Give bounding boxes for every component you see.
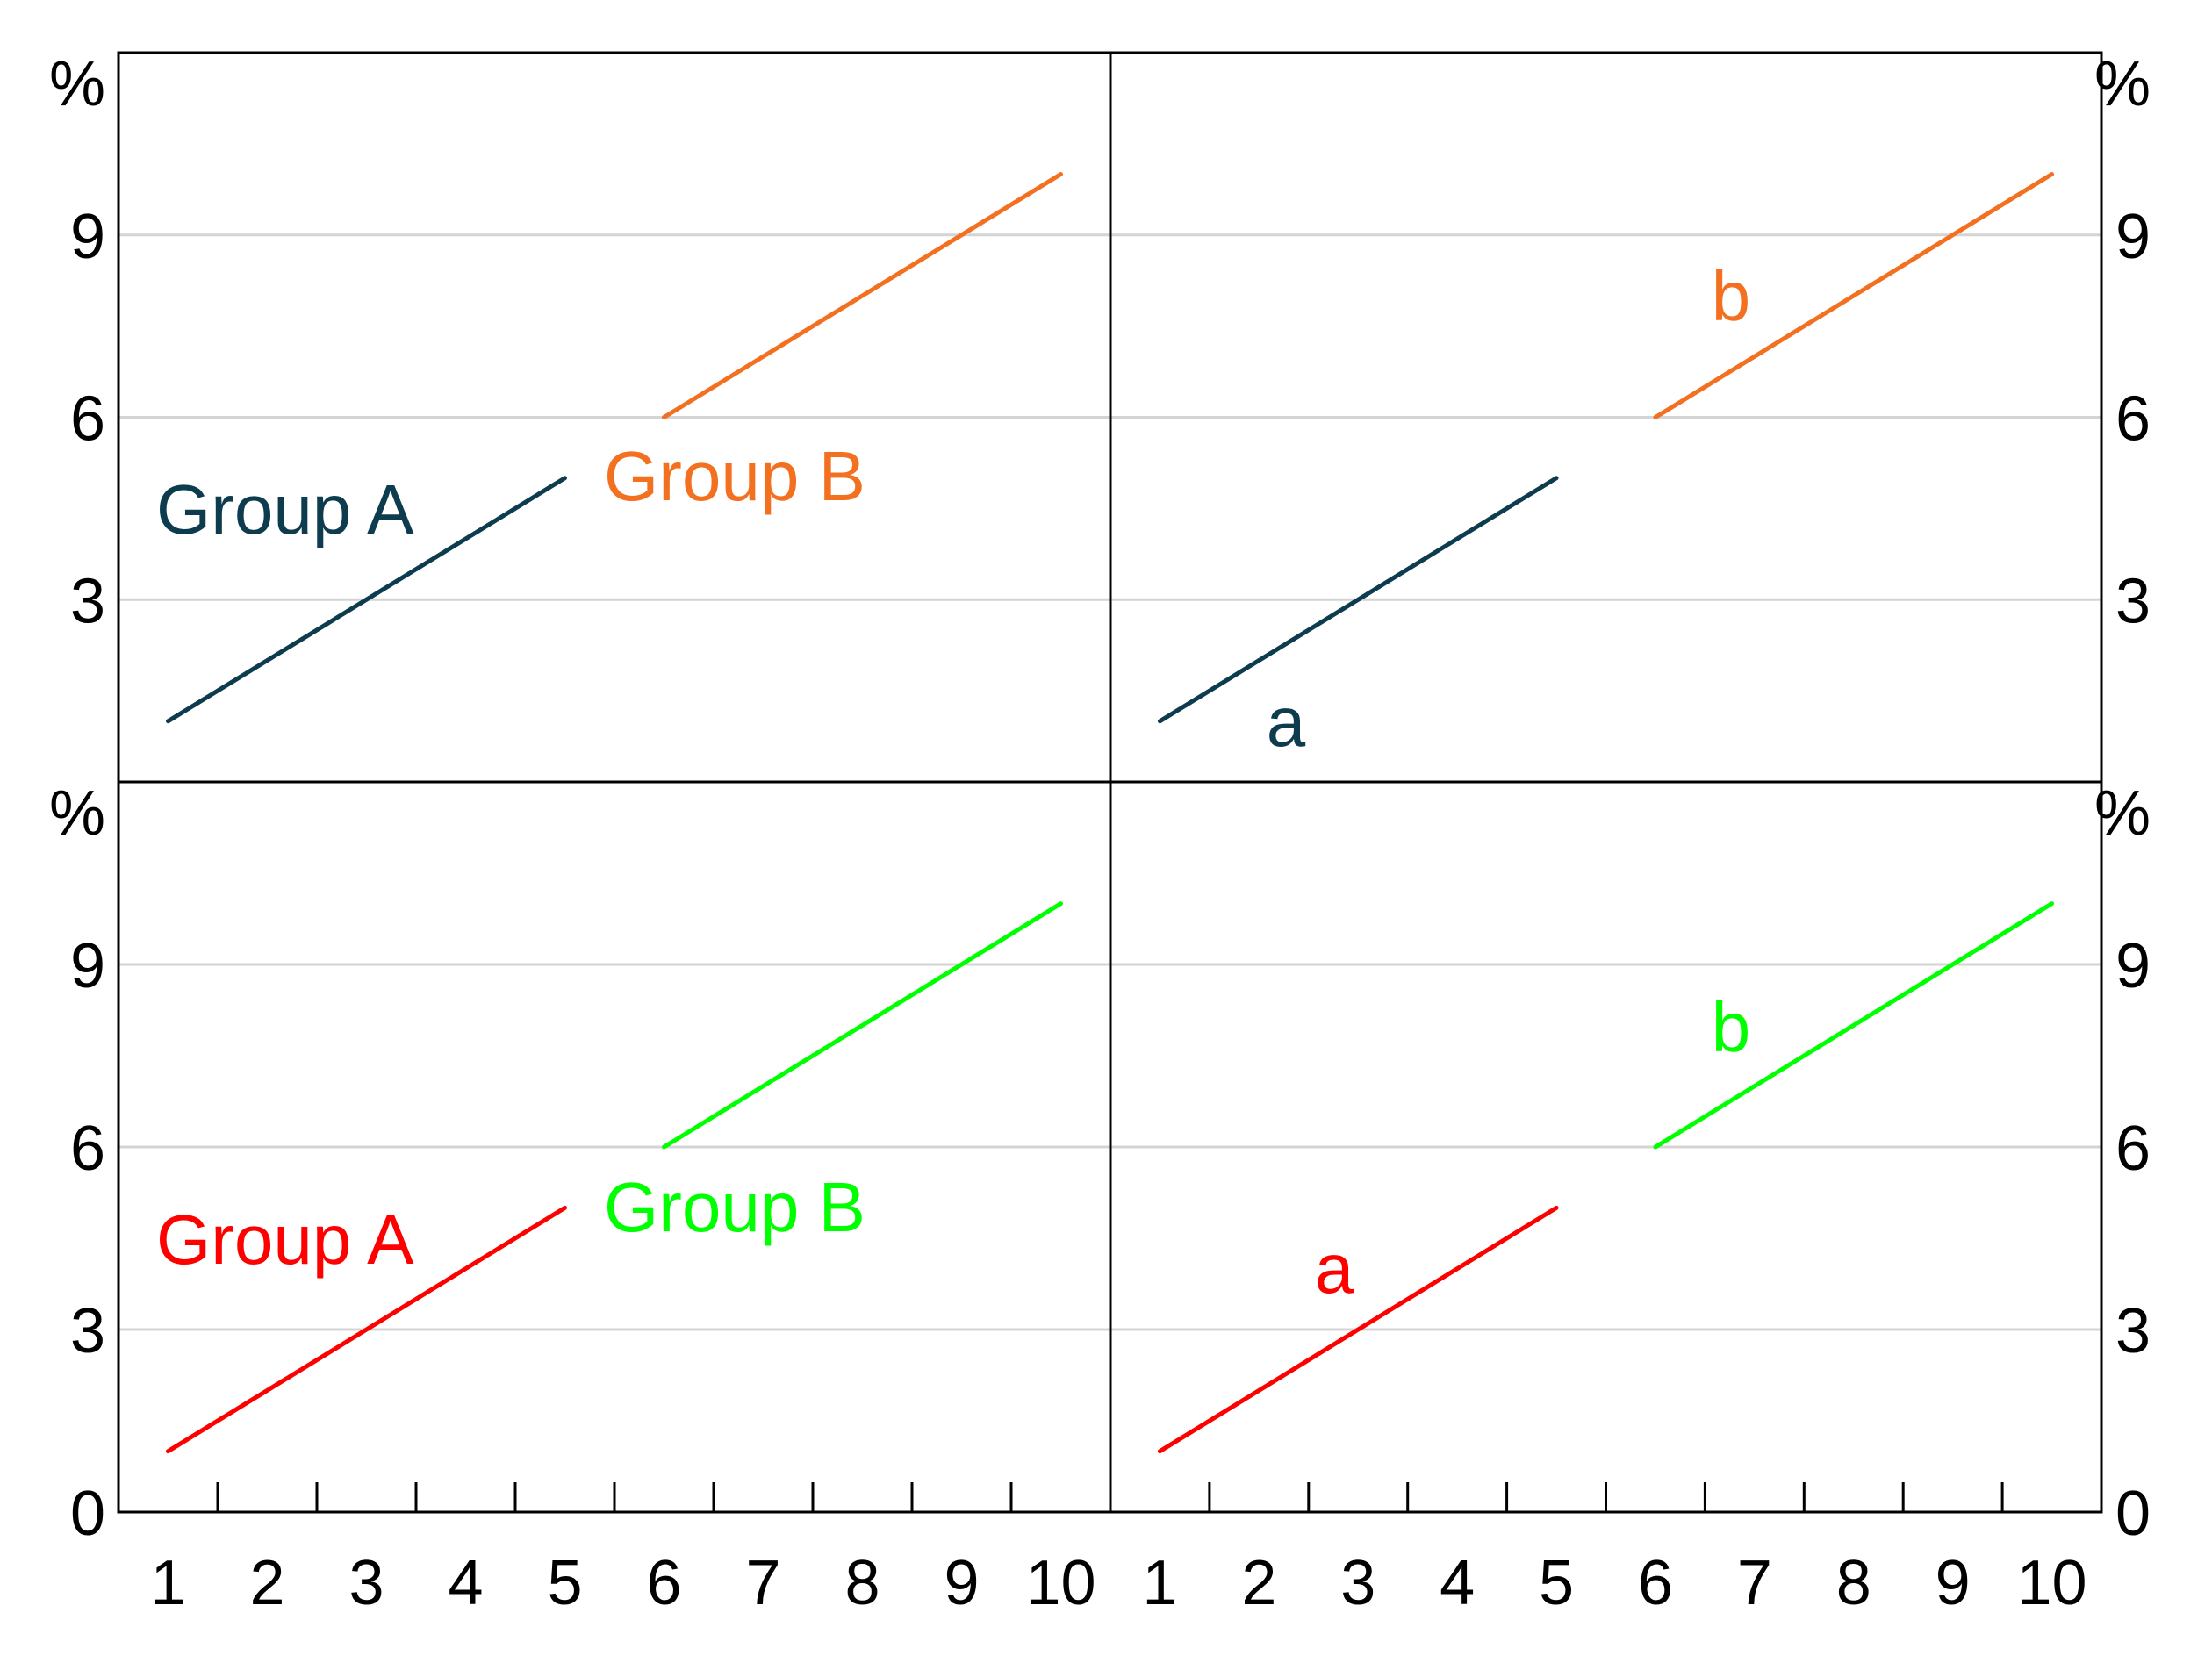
y-tick-label-top-left-9: 9	[70, 202, 105, 272]
x-tick-label-bottom-right-2: 2	[1241, 1548, 1276, 1618]
frame-layer	[117, 51, 2103, 1514]
series-line-top-left-b	[662, 172, 1063, 419]
series-label-top-left-b: Group B	[604, 437, 865, 515]
y-tick-label-top-left-3: 3	[70, 566, 105, 636]
x-tick-label-bottom-right-3: 3	[1340, 1548, 1375, 1618]
x-tick-label-bottom-right-9: 9	[1936, 1548, 1971, 1618]
x-tick-label-bottom-left-8: 8	[844, 1548, 880, 1618]
x-tick-label-bottom-right-8: 8	[1836, 1548, 1871, 1618]
y-tick-label-top-right-6: 6	[2115, 384, 2151, 455]
unit-label-top-left: %	[49, 49, 105, 119]
y-tick-label-bottom-left-6: 6	[70, 1114, 105, 1184]
y-tick-label-bottom-left-0: 0	[70, 1479, 105, 1549]
series-label-bottom-right-b: b	[1712, 988, 1751, 1066]
x-tick-label-bottom-right-4: 4	[1440, 1548, 1475, 1618]
y-tick-label-top-left-6: 6	[70, 384, 105, 455]
series-label-bottom-left-a: Group A	[156, 1201, 414, 1279]
x-tick-label-bottom-right-7: 7	[1737, 1548, 1772, 1618]
x-tick-label-bottom-left-3: 3	[348, 1548, 384, 1618]
series-line-bottom-right-b	[1653, 901, 2055, 1150]
x-tick-label-bottom-left-6: 6	[646, 1548, 681, 1618]
series-label-top-left-a: Group A	[156, 470, 414, 548]
series-line-bottom-right-a	[1157, 1205, 1559, 1454]
series-line-top-left-a	[166, 476, 567, 724]
x-tick-label-bottom-left-2: 2	[249, 1548, 284, 1618]
x-tick-label-bottom-right-1: 1	[1142, 1548, 1177, 1618]
y-tick-label-bottom-right-3: 3	[2115, 1296, 2151, 1366]
y-tick-label-bottom-right-0: 0	[2115, 1479, 2151, 1549]
x-tick-label-bottom-left-9: 9	[944, 1548, 979, 1618]
unit-label-top-right: %	[2094, 49, 2151, 119]
unit-label-bottom-right: %	[2094, 778, 2151, 849]
series-line-top-right-a	[1157, 476, 1559, 724]
y-tick-label-top-right-3: 3	[2115, 566, 2151, 636]
unit-label-bottom-left: %	[49, 778, 105, 849]
y-tick-label-top-right-9: 9	[2115, 202, 2151, 272]
y-tick-label-bottom-right-9: 9	[2115, 931, 2151, 1001]
series-label-top-right-b: b	[1712, 257, 1751, 335]
y-tick-label-bottom-right-6: 6	[2115, 1114, 2151, 1184]
y-tick-label-bottom-left-3: 3	[70, 1296, 105, 1366]
series-label-top-right-a: a	[1267, 683, 1306, 761]
series-label-bottom-left-b: Group B	[604, 1168, 865, 1246]
x-tick-label-bottom-left-10: 10	[1025, 1548, 1095, 1618]
series-label-bottom-right-a: a	[1315, 1229, 1354, 1308]
x-tick-label-bottom-right-10: 10	[2017, 1548, 2087, 1618]
x-tick-label-bottom-right-5: 5	[1539, 1548, 1574, 1618]
x-tick-label-bottom-right-6: 6	[1638, 1548, 1673, 1618]
x-tick-label-bottom-left-7: 7	[745, 1548, 780, 1618]
x-tick-label-bottom-left-1: 1	[150, 1548, 185, 1618]
gridlines-layer	[118, 233, 2101, 1331]
y-tick-label-bottom-left-9: 9	[70, 931, 105, 1001]
series-line-top-right-b	[1653, 172, 2055, 419]
series-line-bottom-left-b	[662, 901, 1063, 1150]
series-line-bottom-left-a	[166, 1205, 567, 1454]
x-tick-label-bottom-left-5: 5	[547, 1548, 582, 1618]
series-lines-layer	[166, 172, 2055, 1454]
x-tick-label-bottom-left-4: 4	[448, 1548, 483, 1618]
